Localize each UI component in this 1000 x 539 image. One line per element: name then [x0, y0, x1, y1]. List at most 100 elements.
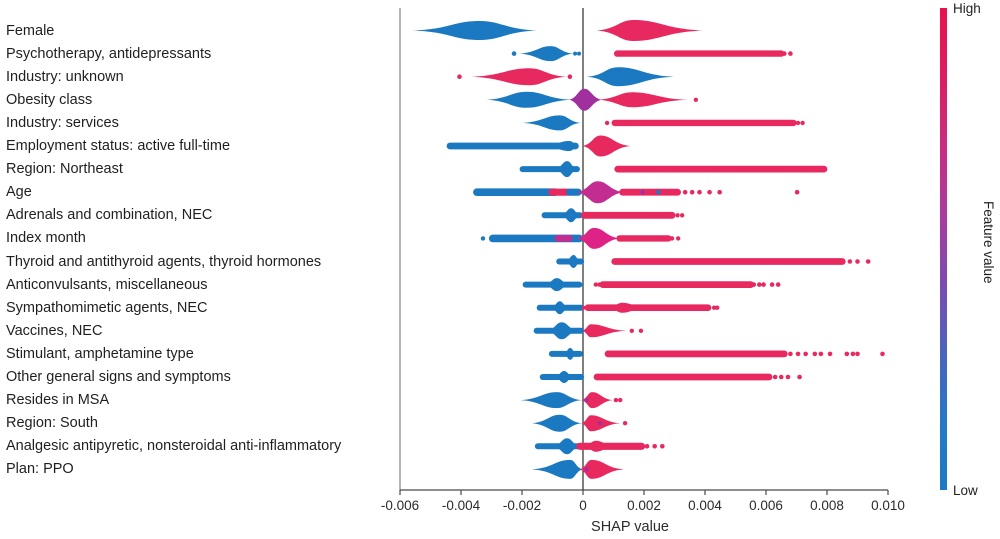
violin-shape [486, 91, 572, 108]
outlier-dot [679, 213, 685, 218]
violin-shape [522, 115, 581, 131]
outlier-dot [850, 351, 856, 357]
outlier-dot [638, 328, 644, 333]
x-tick-label: -0.002 [503, 498, 541, 513]
outlier-dot [788, 51, 793, 56]
violin-shape [576, 181, 625, 204]
swarm-row-19 [531, 459, 624, 479]
swarm-row-2 [457, 67, 674, 87]
feature-label: Industry: services [6, 114, 119, 131]
feature-label: Adrenals and combination, NEC [6, 207, 213, 224]
outlier-dot [644, 444, 650, 449]
outlier-dot [593, 282, 599, 287]
outlier-dot [581, 305, 586, 310]
outlier-dot [584, 467, 589, 472]
feature-label: Female [6, 22, 55, 39]
outlier-dot [865, 259, 871, 264]
outlier-dot [618, 397, 623, 403]
feature-label: Vaccines, NEC [6, 322, 103, 339]
violin-shape [607, 302, 646, 313]
outlier-dot [847, 259, 853, 264]
swarm-row-7 [473, 181, 800, 204]
violin-shape [586, 67, 674, 87]
outlier-dot [803, 351, 808, 357]
swarm-row-8 [541, 208, 685, 223]
outlier-dot [715, 305, 720, 310]
outlier-dot [782, 51, 787, 56]
outlier-dot [756, 282, 762, 287]
swarm-row-13 [533, 322, 644, 340]
violin-shape [550, 301, 569, 315]
outlier-dot [622, 421, 628, 426]
outlier-dot [675, 213, 680, 218]
outlier-dot [660, 444, 665, 449]
outlier-dot [457, 74, 462, 79]
swarm-row-3 [486, 88, 699, 111]
colorbar-title: Feature value [981, 201, 996, 284]
violin-shape [531, 414, 582, 432]
feature-label: Index month [6, 230, 86, 247]
x-tick-label: -0.006 [381, 498, 419, 513]
outlier-dot [761, 282, 766, 287]
violin-shape [520, 392, 582, 409]
violin-shape [554, 371, 574, 383]
outlier-dot [778, 374, 784, 380]
violin-shape [544, 278, 571, 292]
outlier-dot [769, 282, 775, 287]
violin-shape [470, 68, 567, 86]
feature-label: Region: South [6, 415, 98, 432]
x-axis-label: SHAP value [591, 519, 669, 535]
violin-shape [561, 208, 581, 223]
colorbar-high-label: High [953, 1, 981, 16]
outlier-dot [812, 351, 818, 357]
swarm-row-12 [536, 301, 720, 315]
violin-shape [596, 20, 704, 41]
x-tick-label: 0.008 [810, 498, 844, 513]
outlier-dot [604, 120, 610, 126]
outlier-dot [480, 236, 486, 241]
outlier-dot [797, 374, 802, 380]
outlier-dot [775, 282, 781, 287]
feature-label: Psychotherapy, antidepressants [6, 45, 212, 62]
violin-shape [412, 21, 537, 40]
outlier-dot [795, 351, 801, 357]
violin-shape [519, 46, 574, 62]
x-tick-label: 0.010 [871, 498, 905, 513]
violin-shape [547, 322, 578, 340]
violin-shape [553, 438, 580, 455]
x-tick-label: 0 [579, 498, 587, 513]
outlier-dot [597, 421, 602, 426]
swarm-row-10 [556, 255, 871, 268]
swarm-row-6 [519, 161, 828, 178]
violin-shape [563, 347, 577, 360]
outlier-dot [567, 74, 573, 79]
outlier-dot [788, 351, 793, 357]
violin-shape [543, 141, 580, 151]
swarm-row-1 [511, 46, 793, 62]
x-tick-label: -0.004 [442, 498, 481, 513]
outlier-dot [669, 236, 675, 241]
violin-shape [579, 459, 624, 479]
feature-label: Other general signs and symptoms [6, 369, 231, 385]
outlier-dot [794, 189, 800, 195]
outlier-dot [795, 120, 801, 126]
swarm-row-18 [534, 438, 665, 455]
outlier-dot [827, 351, 833, 357]
violin-shape [554, 161, 578, 178]
violin-shape [565, 255, 582, 268]
swarm-row-14 [548, 347, 885, 360]
swarm-row-4 [522, 115, 805, 131]
violin-shape [568, 88, 602, 111]
feature-label: Sympathomimetic agents, NEC [6, 299, 208, 316]
x-tick-label: 0.006 [749, 498, 783, 513]
outlier-dot [675, 236, 681, 241]
x-tick-label: 0.004 [688, 498, 722, 513]
feature-label: Age [6, 184, 32, 201]
outlier-dot [880, 351, 885, 357]
outlier-dot [584, 398, 589, 403]
outlier-dot [711, 305, 717, 310]
feature-label: Resides in MSA [6, 392, 110, 409]
outlier-dot [682, 189, 688, 195]
swarm-row-15 [539, 371, 802, 383]
